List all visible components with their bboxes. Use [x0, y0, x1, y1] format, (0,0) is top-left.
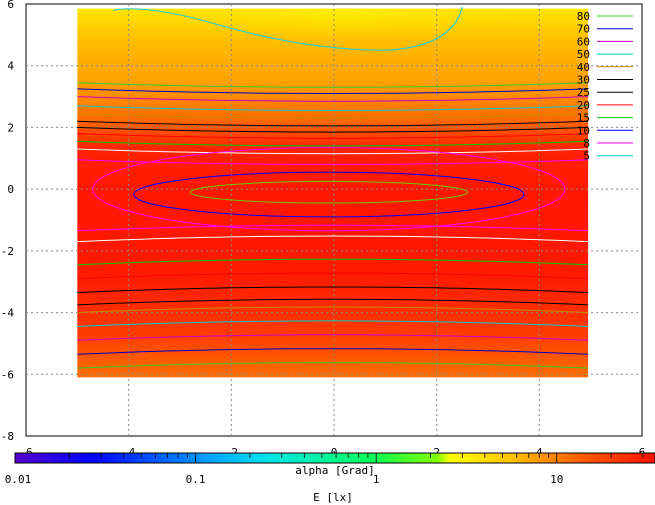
contour-40-lower — [77, 306, 589, 314]
colorbar-ticks: 0.01 0.1 1 10 — [5, 453, 644, 486]
contour-20-lower — [77, 272, 589, 280]
y-tick-label: -8 — [1, 430, 14, 443]
contour-50-lower — [77, 320, 589, 327]
legend-label: 50 — [577, 48, 590, 61]
legend-label: 70 — [577, 23, 590, 36]
contour-15-upper — [77, 140, 589, 147]
contour-8-lower — [77, 224, 589, 232]
x-axis-label: alpha [Grad] — [295, 464, 374, 477]
contour-ridge — [113, 6, 463, 51]
colorbar-tick-label: 0.1 — [186, 473, 206, 486]
colorbar — [14, 452, 655, 464]
contour-80-lower — [77, 362, 589, 369]
heatmap-field — [77, 8, 589, 378]
y-tick-label: 0 — [7, 183, 14, 196]
legend-label: 5 — [583, 150, 590, 163]
colorbar-tick-label: 10 — [550, 473, 563, 486]
y-tick-label: -2 — [1, 245, 14, 258]
colorbar-label: E [lx] — [313, 491, 353, 504]
legend-label: 60 — [577, 35, 590, 48]
y-tick-label: 4 — [7, 60, 14, 73]
contour-3-oval — [189, 180, 468, 204]
contour-10-lower — [77, 235, 589, 243]
contour-70-lower — [77, 348, 589, 355]
colorbar-tick-label: 0.01 — [5, 473, 32, 486]
contour-60-upper — [77, 96, 589, 102]
y-tick-label: 6 — [7, 0, 14, 11]
y-tick-label: -4 — [1, 307, 15, 320]
y-tick-label: 2 — [7, 121, 14, 134]
contour-8-oval — [92, 146, 566, 232]
legend-label: 25 — [577, 86, 590, 99]
colorbar-tick-label: 1 — [373, 473, 380, 486]
contour-60-lower — [77, 334, 589, 341]
legend-label: 20 — [577, 99, 590, 112]
contour-80-upper — [77, 82, 589, 88]
contour-70-upper — [77, 88, 589, 94]
contour-25-upper — [77, 126, 589, 133]
contour-30-lower — [77, 298, 589, 306]
contour-lines — [77, 6, 589, 369]
legend-label: 8 — [583, 137, 590, 150]
legend-label: 40 — [577, 61, 590, 74]
contour-50-upper — [77, 105, 589, 112]
contour-8-upper — [77, 159, 589, 166]
contour-25-lower — [77, 286, 589, 293]
contour-10-upper — [77, 148, 589, 155]
contour-20-upper — [77, 133, 589, 139]
legend-label: 30 — [577, 74, 590, 87]
grid-lines — [26, 4, 642, 436]
legend-label: 10 — [577, 124, 590, 137]
contour-15-lower — [77, 258, 589, 266]
legend-label: 80 — [577, 10, 590, 23]
contour-5-oval — [133, 171, 525, 218]
legend-label: 15 — [577, 112, 590, 125]
contour-40-upper — [77, 113, 589, 119]
contour-30-upper — [77, 120, 589, 127]
y-tick-labels: 6 4 2 0 -2 -4 -6 -8 — [1, 0, 15, 443]
y-tick-label: -6 — [1, 368, 14, 381]
